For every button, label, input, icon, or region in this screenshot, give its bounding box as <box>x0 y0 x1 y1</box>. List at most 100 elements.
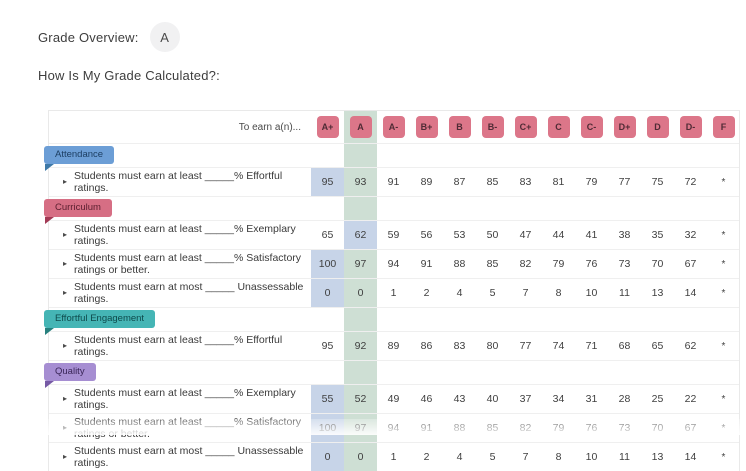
empty-cell <box>608 361 641 384</box>
criterion-row: ▸ Students must earn at least _____% Exem… <box>49 221 739 250</box>
achieved-threshold-cell: 100 <box>311 414 344 442</box>
empty-cell <box>377 144 410 167</box>
section-ribbon-attendance: Attendance <box>44 145 115 171</box>
empty-cell <box>311 197 344 220</box>
grade-threshold-cell: 7 <box>522 451 529 463</box>
empty-cell <box>377 308 410 331</box>
grade-threshold-cell: 82 <box>519 422 532 434</box>
grade-threshold-cell: 88 <box>453 258 466 270</box>
grade-threshold-cell: 89 <box>387 340 400 352</box>
criterion-label[interactable]: ▸ Students must earn at least _____% Exem… <box>49 385 311 413</box>
grade-threshold-cell: 31 <box>585 393 598 405</box>
empty-cell <box>641 144 674 167</box>
grade-column-header-c-: C+ <box>509 111 542 143</box>
empty-cell <box>344 361 377 384</box>
achieved-threshold-cell: 0 <box>311 443 344 471</box>
grade-threshold-cell: 11 <box>619 287 630 299</box>
grade-threshold-cell: 34 <box>552 393 565 405</box>
grade-threshold-cell: 68 <box>618 340 631 352</box>
empty-cell <box>410 144 443 167</box>
expander-icon[interactable]: ▸ <box>63 177 68 186</box>
empty-cell <box>410 308 443 331</box>
empty-cell <box>476 361 509 384</box>
grade-threshold-cell: 79 <box>552 422 565 434</box>
empty-cell <box>674 144 707 167</box>
grade-threshold-cell: 8 <box>555 287 562 299</box>
grade-threshold-cell: 82 <box>519 258 532 270</box>
criterion-label[interactable]: ▸ Students must earn at least _____% Sati… <box>49 250 311 278</box>
expander-icon[interactable]: ▸ <box>63 394 68 403</box>
empty-cell <box>608 144 641 167</box>
grade-threshold-cell: 95 <box>321 340 334 352</box>
grade-column-badge: D- <box>679 116 702 138</box>
grade-threshold-cell: 76 <box>585 258 598 270</box>
empty-cell <box>509 361 542 384</box>
grade-column-header-c-: C- <box>575 111 608 143</box>
expander-icon[interactable]: ▸ <box>63 341 68 350</box>
grade-threshold-cell: 25 <box>651 393 664 405</box>
section-label-cell: Curriculum <box>44 197 311 224</box>
empty-cell <box>443 361 476 384</box>
expander-icon[interactable]: ▸ <box>63 452 68 461</box>
grade-threshold-cell: 72 <box>684 176 697 188</box>
section-row-attendance: Attendance <box>44 144 740 171</box>
grade-threshold-cell: 10 <box>585 287 598 299</box>
empty-cell <box>542 361 575 384</box>
criterion-label[interactable]: ▸ Students must earn at least _____% Effo… <box>49 332 311 360</box>
criterion-row: ▸ Students must earn at least _____% Sati… <box>49 250 739 279</box>
grade-threshold-cell: 77 <box>519 340 532 352</box>
to-earn-label: To earn a(n)... <box>238 121 301 133</box>
expander-icon[interactable]: ▸ <box>63 288 68 297</box>
empty-cell <box>542 144 575 167</box>
grade-threshold-cell: 85 <box>486 422 499 434</box>
grade-threshold-cell: 4 <box>456 287 463 299</box>
grade-column-badge: A- <box>382 116 405 138</box>
empty-cell <box>707 144 740 167</box>
grade-threshold-cell: 85 <box>486 258 499 270</box>
expander-icon[interactable]: ▸ <box>63 230 68 239</box>
empty-cell <box>575 144 608 167</box>
achieved-threshold-cell: 0 <box>311 279 344 307</box>
grade-threshold-cell: * <box>721 393 726 405</box>
empty-cell <box>575 197 608 220</box>
grade-threshold-cell: 79 <box>552 258 565 270</box>
grade-column-header-a-: A+ <box>311 111 344 143</box>
empty-cell <box>641 197 674 220</box>
grade-threshold-cell: * <box>721 422 726 434</box>
grade-threshold-cell: 2 <box>423 451 430 463</box>
grade-threshold-cell: 8 <box>555 451 562 463</box>
grade-threshold-cell: 62 <box>684 340 697 352</box>
grade-threshold-cell: 87 <box>453 176 466 188</box>
criterion-label[interactable]: ▸ Students must earn at least _____% Sati… <box>49 414 311 442</box>
grade-threshold-cell: 7 <box>522 287 529 299</box>
grade-threshold-cell: 43 <box>453 393 466 405</box>
grade-threshold-cell: 97 <box>344 414 377 442</box>
criterion-label[interactable]: ▸ Students must earn at least _____% Effo… <box>49 168 311 196</box>
criterion-text: Students must earn at least _____% Effor… <box>74 170 283 194</box>
empty-cell <box>674 197 707 220</box>
expander-icon[interactable]: ▸ <box>63 259 68 268</box>
grade-table: To earn a(n)... A+ A A- B+ B B- C+ C C- D+ D D- F Atte… <box>44 110 740 471</box>
grade-threshold-cell: 0 <box>344 279 377 307</box>
empty-cell <box>344 144 377 167</box>
achieved-threshold-cell: 95 <box>311 168 344 196</box>
achieved-threshold-cell: 62 <box>344 221 377 249</box>
grade-threshold-cell: 89 <box>420 176 433 188</box>
grade-column-badge: B <box>448 116 471 138</box>
expander-icon[interactable]: ▸ <box>63 423 68 432</box>
grade-column-badge: D+ <box>613 116 636 138</box>
criterion-text: Students must earn at most _____ Unasses… <box>74 445 304 469</box>
grade-threshold-cell: 75 <box>651 176 664 188</box>
achieved-threshold-cell: 55 <box>311 385 344 413</box>
grade-threshold-cell: 53 <box>453 229 466 241</box>
criterion-label[interactable]: ▸ Students must earn at most _____ Unasse… <box>49 279 311 307</box>
empty-cell <box>608 308 641 331</box>
criterion-label[interactable]: ▸ Students must earn at least _____% Exem… <box>49 221 311 249</box>
grade-column-badge: F <box>712 116 735 138</box>
grade-threshold-cell: 91 <box>420 258 433 270</box>
criterion-label[interactable]: ▸ Students must earn at most _____ Unasse… <box>49 443 311 471</box>
empty-cell <box>707 361 740 384</box>
achieved-threshold-cell: 100 <box>311 250 344 278</box>
grade-threshold-cell: 85 <box>486 176 499 188</box>
empty-cell <box>443 144 476 167</box>
